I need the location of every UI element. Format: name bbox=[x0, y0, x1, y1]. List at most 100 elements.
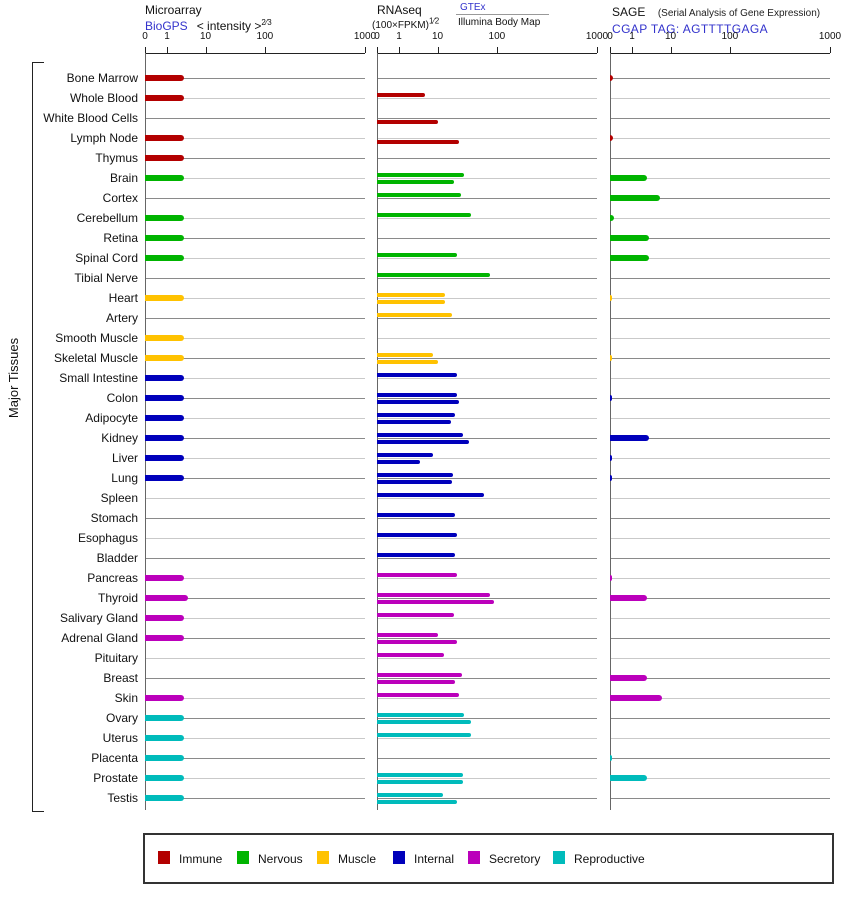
microarray-bar bbox=[145, 95, 185, 101]
row-line bbox=[611, 618, 830, 619]
legend-label-secretory: Secretory bbox=[489, 852, 541, 866]
row-line bbox=[378, 618, 597, 619]
rnaseq-gtex-bar bbox=[377, 213, 471, 217]
microarray-bar bbox=[145, 735, 185, 741]
axis-tick-label: 10 bbox=[431, 31, 444, 42]
row-line bbox=[611, 538, 830, 539]
cgap-tag-link[interactable]: CGAP TAG: AGTTTTGAGA bbox=[612, 22, 769, 36]
rnaseq-illumina-bar bbox=[377, 720, 471, 724]
tissue-label: Pancreas bbox=[87, 571, 138, 585]
tissue-label: Esophagus bbox=[77, 531, 138, 545]
row-line bbox=[378, 298, 597, 299]
sage-bar bbox=[610, 255, 650, 261]
axis-tick bbox=[365, 47, 366, 53]
microarray-exponent: 2⁄3 bbox=[261, 18, 272, 27]
legend-label-nervous: Nervous bbox=[258, 852, 303, 866]
sage-bar bbox=[610, 355, 613, 361]
microarray-bar bbox=[145, 475, 185, 481]
row-line bbox=[378, 198, 597, 199]
row-line bbox=[146, 638, 365, 639]
axis-tick-label: 1 bbox=[396, 31, 402, 42]
rnaseq-illumina-bar bbox=[377, 440, 469, 444]
tissues-bracket-bottom-cap bbox=[32, 811, 44, 812]
sage-bar bbox=[610, 475, 613, 481]
tissue-label: White Blood Cells bbox=[43, 111, 138, 125]
axis-tick-label: 1 bbox=[629, 31, 635, 42]
row-line bbox=[378, 418, 597, 419]
rnaseq-illumina-bar bbox=[377, 640, 458, 644]
tissue-label: Liver bbox=[111, 451, 138, 465]
rnaseq-gtex-bar bbox=[377, 793, 443, 797]
tissue-label: Kidney bbox=[101, 431, 138, 445]
tissue-label: Cerebellum bbox=[76, 211, 138, 225]
rnaseq-gtex-bar bbox=[377, 313, 453, 317]
rnaseq-gtex-bar bbox=[377, 193, 461, 197]
row-line bbox=[611, 378, 830, 379]
tissue-label: Salivary Gland bbox=[59, 611, 138, 625]
microarray-title: Microarray bbox=[145, 3, 202, 17]
row-line bbox=[146, 338, 365, 339]
row-line bbox=[611, 558, 830, 559]
legend-swatch-secretory bbox=[468, 851, 480, 864]
sage-bar bbox=[610, 595, 647, 601]
axis-tick-label: 1000 bbox=[353, 31, 377, 42]
row-line bbox=[611, 418, 830, 419]
legend-label-internal: Internal bbox=[414, 852, 455, 866]
microarray-bar bbox=[145, 755, 185, 761]
row-line bbox=[378, 178, 597, 179]
row-line bbox=[146, 138, 365, 139]
row-line bbox=[146, 358, 365, 359]
sage-bar bbox=[610, 395, 613, 401]
rnaseq-gtex-bar bbox=[377, 513, 455, 517]
microarray-bar bbox=[145, 455, 185, 461]
axis-tick bbox=[399, 47, 400, 53]
axis-tick bbox=[377, 47, 378, 53]
rnaseq-illumina-bar bbox=[377, 800, 458, 804]
axis-tick-label: 1 bbox=[164, 31, 170, 42]
row-line bbox=[146, 178, 365, 179]
row-line bbox=[611, 138, 830, 139]
tissue-label: Retina bbox=[103, 231, 138, 245]
legend-swatch-internal bbox=[393, 851, 405, 864]
tissue-label: Stomach bbox=[90, 511, 138, 525]
axis-line bbox=[377, 53, 597, 54]
tissue-label: Pituitary bbox=[94, 651, 138, 665]
row-line bbox=[611, 498, 830, 499]
legend-label-reproductive: Reproductive bbox=[574, 852, 645, 866]
microarray-bar bbox=[145, 295, 185, 301]
gtex-underline bbox=[456, 14, 549, 15]
rnaseq-gtex-bar bbox=[377, 173, 464, 177]
microarray-bar bbox=[145, 395, 185, 401]
gtex-link[interactable]: GTEx bbox=[460, 2, 486, 13]
tissue-label: Thyroid bbox=[97, 591, 138, 605]
tissue-label: Testis bbox=[107, 791, 138, 805]
biogps-link[interactable]: BioGPS bbox=[145, 19, 188, 33]
rnaseq-header: RNAseq (100×FPKM)1⁄2 bbox=[372, 3, 440, 31]
axis-tick-label: 0 bbox=[374, 31, 380, 42]
sage-title: SAGE bbox=[612, 5, 646, 19]
rnaseq-gtex-bar bbox=[377, 93, 425, 97]
axis-tick bbox=[437, 47, 439, 53]
row-line bbox=[146, 558, 365, 559]
row-line bbox=[146, 118, 365, 119]
axis-tick bbox=[632, 47, 633, 53]
row-line bbox=[611, 778, 830, 779]
sage-bar bbox=[610, 215, 615, 221]
rnaseq-illumina-bar bbox=[377, 480, 453, 484]
axis-tick-label: 10 bbox=[199, 31, 212, 42]
row-line bbox=[146, 798, 365, 799]
row-line bbox=[146, 218, 365, 219]
plot-area: 0 1 10 100 1000 0 1 10 100 1000 0 1 10 100 1000 Bone Ma… bbox=[43, 31, 841, 810]
microarray-bar bbox=[145, 215, 185, 221]
row-line bbox=[378, 778, 597, 779]
microarray-bar bbox=[145, 635, 185, 641]
rnaseq-gtex-bar bbox=[377, 553, 455, 557]
row-line bbox=[146, 658, 365, 659]
rnaseq-exponent: 1⁄2 bbox=[428, 16, 440, 26]
axis-tick bbox=[167, 47, 168, 53]
row-line bbox=[611, 298, 830, 299]
tissue-label: Uterus bbox=[102, 731, 138, 745]
row-line bbox=[146, 478, 365, 479]
axis-tick bbox=[830, 47, 831, 53]
